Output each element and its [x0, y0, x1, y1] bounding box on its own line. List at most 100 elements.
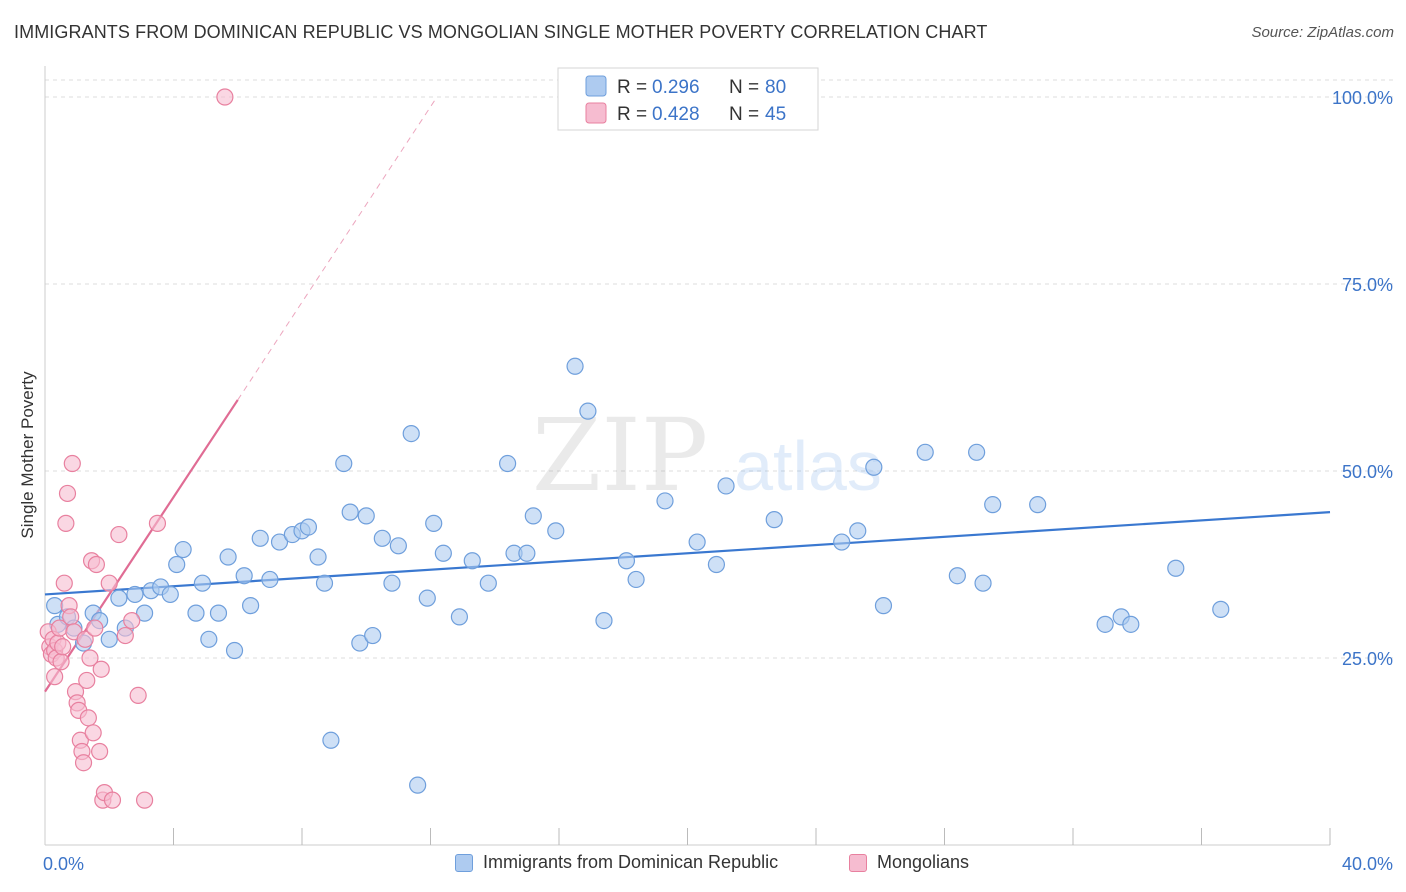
- series-dominican-points: [46, 357, 1230, 794]
- y-tick-label: 25.0%: [1342, 649, 1393, 669]
- point-dominican: [499, 454, 517, 473]
- point-mongolian: [76, 630, 94, 648]
- point-dominican: [547, 522, 565, 540]
- point-dominican: [948, 567, 966, 585]
- point-dominican: [463, 552, 481, 570]
- point-mongolian: [135, 791, 154, 809]
- tick-labels: 25.0% 50.0% 75.0% 100.0% 0.0% 40.0%: [43, 88, 1393, 874]
- point-dominican: [187, 604, 205, 622]
- point-dominican: [425, 514, 443, 532]
- legend-label-dominican: Immigrants from Dominican Republic: [483, 852, 779, 872]
- legend-label-mongolians: Mongolians: [877, 852, 970, 872]
- point-dominican: [389, 537, 407, 555]
- point-dominican: [351, 634, 369, 652]
- legend-swatch-pink: [585, 102, 607, 124]
- point-dominican: [251, 529, 269, 547]
- point-mongolian: [216, 88, 234, 106]
- point-dominican: [916, 443, 934, 461]
- point-dominican: [434, 544, 452, 562]
- point-dominican: [174, 540, 192, 559]
- point-dominican: [418, 589, 436, 607]
- point-dominican: [833, 533, 851, 551]
- point-mongolian: [103, 791, 122, 809]
- point-dominican: [235, 567, 253, 585]
- point-mongolian: [129, 686, 147, 705]
- point-dominican: [299, 518, 318, 536]
- point-dominican: [46, 597, 64, 615]
- watermark-atlas: atlas: [734, 427, 882, 505]
- point-dominican: [200, 630, 218, 648]
- point-dominican: [168, 555, 186, 574]
- y-tick-label: 75.0%: [1342, 275, 1393, 295]
- point-mongolian: [91, 742, 109, 761]
- point-mongolian: [52, 653, 70, 671]
- chart-title: IMMIGRANTS FROM DOMINICAN REPUBLIC VS MO…: [14, 22, 988, 42]
- legend-n-value-pink: 45: [765, 104, 786, 125]
- point-mongolian: [123, 611, 141, 630]
- x-tick-label: 0.0%: [43, 854, 84, 874]
- trend-line-mongolians-extension: [237, 96, 438, 401]
- point-mongolian: [79, 709, 97, 727]
- point-dominican: [100, 630, 118, 648]
- point-dominican: [309, 548, 327, 566]
- point-dominican: [135, 604, 154, 622]
- point-dominican: [357, 507, 375, 525]
- point-mongolian: [87, 555, 106, 574]
- point-mongolian: [74, 754, 93, 772]
- point-dominican: [874, 597, 893, 615]
- point-dominican: [242, 597, 260, 615]
- point-dominican: [579, 402, 597, 420]
- y-tick-label: 100.0%: [1332, 88, 1393, 108]
- point-mongolian: [78, 671, 96, 690]
- point-dominican: [518, 544, 536, 562]
- trend-line-dominican: [44, 511, 1331, 596]
- point-dominican: [373, 529, 391, 547]
- trend-line-mongolians: [44, 399, 239, 693]
- legend-r-label-blue: R =: [617, 77, 647, 98]
- point-dominican: [110, 589, 128, 607]
- point-dominican: [984, 496, 1002, 514]
- point-dominican: [315, 574, 334, 592]
- point-dominican: [126, 585, 144, 604]
- point-dominican: [450, 608, 469, 626]
- point-dominican: [402, 425, 420, 443]
- point-dominican: [656, 492, 674, 510]
- point-dominican: [595, 611, 613, 630]
- point-mongolian: [57, 514, 75, 532]
- point-dominican: [270, 533, 289, 551]
- point-dominican: [865, 458, 883, 476]
- point-dominican: [1122, 615, 1140, 633]
- point-dominican: [765, 511, 783, 529]
- point-dominican: [383, 574, 401, 592]
- point-dominican: [968, 443, 986, 461]
- trend-lines: [44, 96, 1331, 693]
- point-mongolian: [46, 668, 64, 686]
- point-mongolian: [63, 454, 81, 473]
- legend-r-value-pink: 0.428: [652, 104, 700, 125]
- x-tick-label: 40.0%: [1342, 854, 1393, 874]
- point-mongolian: [58, 484, 77, 503]
- point-mongolian: [110, 525, 128, 544]
- legend-swatch-blue: [585, 75, 607, 97]
- point-dominican: [849, 522, 867, 540]
- legend-n-label-blue: N =: [729, 77, 759, 98]
- point-dominican: [161, 585, 179, 604]
- point-dominican: [1096, 615, 1114, 633]
- legend-r-label-pink: R =: [617, 104, 647, 125]
- point-dominican: [341, 503, 359, 521]
- point-dominican: [1212, 600, 1230, 618]
- point-dominican: [627, 570, 645, 589]
- legend-swatch-dominican: [455, 853, 473, 872]
- point-dominican: [322, 731, 340, 749]
- point-mongolian: [62, 608, 80, 626]
- point-mongolian: [86, 619, 104, 637]
- chart-source: Source: ZipAtlas.com: [1251, 24, 1394, 41]
- point-dominican: [524, 507, 542, 525]
- point-mongolian: [81, 649, 99, 667]
- point-mongolian: [55, 574, 73, 592]
- point-mongolian: [92, 660, 110, 678]
- point-dominican: [479, 574, 497, 592]
- watermark: ZIP atlas: [532, 397, 882, 514]
- point-dominican: [409, 776, 427, 794]
